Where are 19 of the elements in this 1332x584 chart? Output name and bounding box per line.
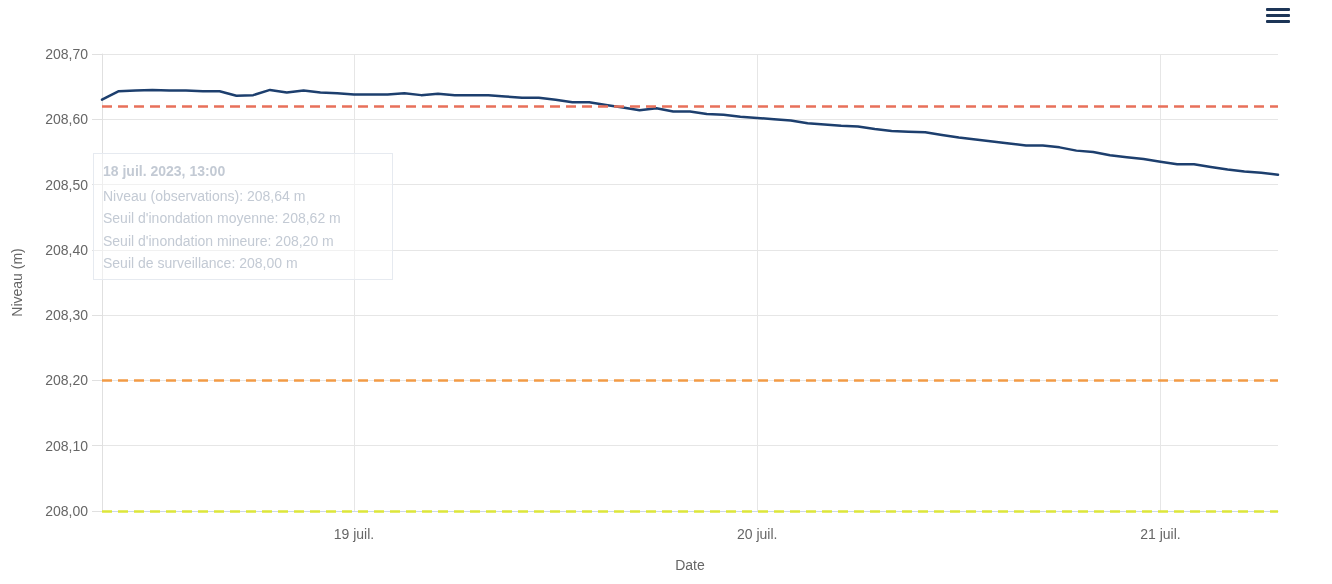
annotation: Seuil de surveillance: 208,00 m (103, 254, 298, 273)
x-tick-label: 19 juil. (333, 526, 375, 542)
annotation: Niveau (observations): 208,64 m (103, 186, 306, 206)
annotation: Seuil d'inondation mineure: 208,20 m (103, 231, 334, 251)
y-tick-label: 208,00 (45, 503, 89, 519)
y-tick-label: 208,60 (45, 111, 89, 128)
x-tick-label: 21 juil. (1140, 526, 1181, 542)
y-tick-label: 208,20 (45, 372, 89, 389)
y-axis-title: Niveau (m) (9, 248, 25, 317)
y-tick-label: 208,70 (45, 46, 89, 62)
line-series (100, 88, 1280, 177)
annotation: Seuil d'inondation moyenne: 208,62 m (103, 209, 341, 228)
x-tick-label: 20 juil. (736, 526, 778, 542)
annotation: 18 juil. 2023, 13:00 (103, 162, 226, 181)
y-tick-label: 208,30 (45, 307, 89, 324)
x-axis-title: Date (675, 557, 705, 573)
y-tick-label: 208,40 (45, 241, 89, 258)
y-tick-label: 208,10 (45, 437, 89, 454)
y-tick-label: 208,50 (45, 176, 89, 193)
